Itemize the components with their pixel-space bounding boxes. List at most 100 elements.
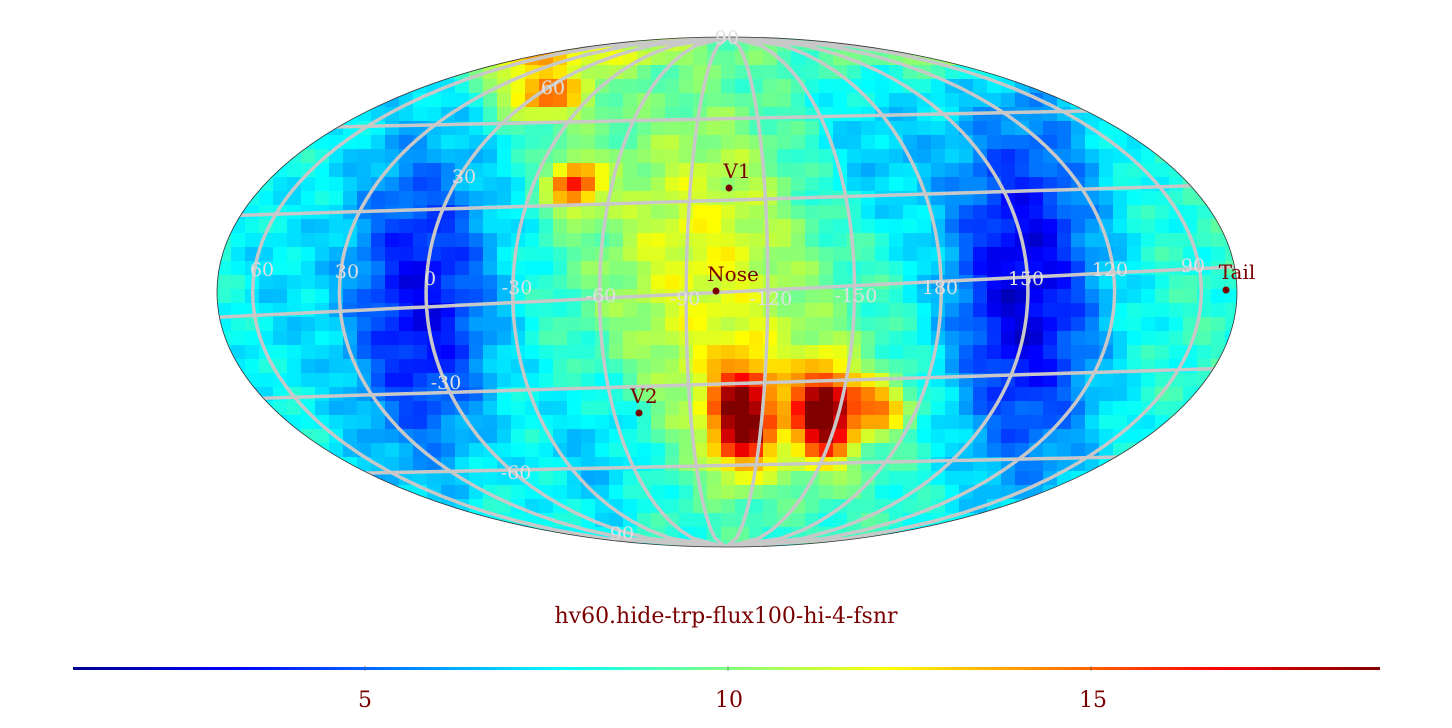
heat-cell bbox=[945, 443, 960, 458]
heat-cell bbox=[315, 247, 330, 262]
heat-cell bbox=[371, 401, 386, 416]
heat-cell bbox=[1155, 149, 1170, 164]
heat-cell bbox=[707, 275, 722, 290]
heat-cell bbox=[945, 163, 960, 178]
heat-cell bbox=[805, 135, 820, 150]
heat-cell bbox=[987, 345, 1002, 360]
heat-cell bbox=[1085, 317, 1100, 332]
heat-cell bbox=[763, 233, 778, 248]
heat-cell bbox=[1085, 443, 1100, 458]
heat-cell bbox=[413, 471, 428, 486]
heat-cell bbox=[581, 79, 596, 94]
heat-cell bbox=[917, 163, 932, 178]
heat-cell bbox=[245, 359, 260, 374]
heat-cell bbox=[721, 331, 736, 346]
heat-cell bbox=[455, 275, 470, 290]
heat-cell bbox=[1113, 415, 1128, 430]
heat-cell bbox=[679, 121, 694, 136]
heat-cell bbox=[819, 345, 834, 360]
heat-cell bbox=[1001, 247, 1016, 262]
heat-cell bbox=[735, 205, 750, 220]
heat-cell bbox=[1001, 345, 1016, 360]
heat-cell bbox=[329, 401, 344, 416]
heat-cell bbox=[903, 457, 918, 472]
heat-cell bbox=[1225, 345, 1237, 360]
heat-cell bbox=[1169, 233, 1184, 248]
heat-cell bbox=[399, 191, 414, 206]
heat-cell bbox=[819, 247, 834, 262]
heat-cell bbox=[707, 387, 722, 402]
heat-cell bbox=[679, 457, 694, 472]
heat-cell bbox=[679, 471, 694, 486]
heat-cell bbox=[651, 387, 666, 402]
heat-cell bbox=[483, 345, 498, 360]
heat-cell bbox=[693, 359, 708, 374]
heat-cell bbox=[931, 303, 946, 318]
heat-cell bbox=[455, 191, 470, 206]
heat-cell bbox=[1197, 219, 1212, 234]
heat-cell bbox=[847, 149, 862, 164]
heat-cell bbox=[847, 499, 862, 514]
meridian-line bbox=[724, 37, 770, 547]
heat-cell bbox=[455, 457, 470, 472]
heat-cell bbox=[1211, 247, 1226, 262]
heat-cell bbox=[889, 401, 904, 416]
heat-cell bbox=[441, 289, 456, 304]
heat-cell bbox=[539, 471, 554, 486]
heat-cell bbox=[497, 359, 512, 374]
heat-cell bbox=[217, 289, 232, 304]
heat-cell bbox=[987, 149, 1002, 164]
heat-cell bbox=[553, 541, 568, 547]
heat-cell bbox=[1085, 247, 1100, 262]
heat-cell bbox=[665, 345, 680, 360]
heat-cell bbox=[721, 401, 736, 416]
heat-cell bbox=[399, 415, 414, 430]
heat-cell bbox=[889, 93, 904, 108]
heat-cell bbox=[791, 331, 806, 346]
heat-cell bbox=[777, 345, 792, 360]
heat-cell bbox=[1155, 443, 1170, 458]
heat-cell bbox=[483, 233, 498, 248]
heat-cell bbox=[1029, 247, 1044, 262]
heat-cell bbox=[217, 303, 232, 318]
heat-cell bbox=[385, 177, 400, 192]
heat-cell bbox=[987, 205, 1002, 220]
longitude-labels: 60 30 0 -30 -60 -90 -120 -150 180 150 12… bbox=[250, 255, 1205, 310]
heat-cell bbox=[847, 415, 862, 430]
heat-cell bbox=[1029, 219, 1044, 234]
heat-cell bbox=[777, 135, 792, 150]
heat-cell bbox=[455, 219, 470, 234]
lon-label: -60 bbox=[586, 285, 617, 307]
heat-cell bbox=[483, 415, 498, 430]
heat-cell bbox=[469, 401, 484, 416]
heat-cell bbox=[525, 275, 540, 290]
heat-cell bbox=[861, 177, 876, 192]
heat-cell bbox=[581, 373, 596, 388]
lat-label-north-pole: 90 bbox=[715, 27, 739, 49]
heat-cell bbox=[735, 317, 750, 332]
heat-cell bbox=[1001, 163, 1016, 178]
heat-cell bbox=[539, 219, 554, 234]
lon-label: 0 bbox=[424, 268, 436, 290]
heat-cell bbox=[665, 121, 680, 136]
heat-cell bbox=[805, 387, 820, 402]
heat-cell bbox=[1127, 275, 1142, 290]
heat-cell bbox=[609, 233, 624, 248]
heat-cell bbox=[1085, 485, 1100, 500]
heat-cell bbox=[1127, 373, 1142, 388]
heat-cell bbox=[1043, 317, 1058, 332]
heat-cell bbox=[763, 443, 778, 458]
heat-cell bbox=[609, 345, 624, 360]
heat-cell bbox=[595, 93, 610, 108]
heat-cell bbox=[819, 331, 834, 346]
heat-cell bbox=[1085, 429, 1100, 444]
colorbar-tick-label: 15 bbox=[1079, 688, 1107, 713]
heat-cell bbox=[1141, 415, 1156, 430]
heat-cell bbox=[469, 443, 484, 458]
heat-cell bbox=[497, 331, 512, 346]
heat-cell bbox=[231, 233, 246, 248]
heat-cell bbox=[427, 261, 442, 276]
heat-cell bbox=[567, 317, 582, 332]
heat-cell bbox=[693, 401, 708, 416]
v1-marker bbox=[725, 184, 733, 192]
